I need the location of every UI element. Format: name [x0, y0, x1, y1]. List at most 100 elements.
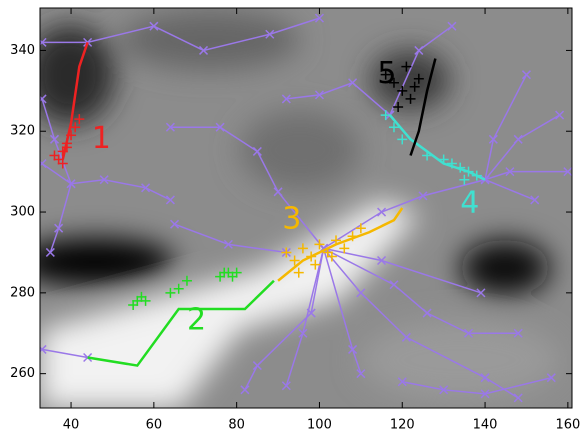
cross-marker — [83, 37, 93, 47]
cross-marker — [40, 94, 47, 104]
annotation: 1 — [92, 121, 111, 156]
cross-marker — [356, 288, 366, 298]
cross-marker — [418, 191, 428, 201]
plus-marker — [140, 295, 151, 306]
plus-marker — [173, 283, 184, 294]
plus-marker — [405, 93, 416, 104]
cross-marker — [348, 344, 358, 354]
cross-marker — [49, 134, 60, 144]
track-line — [286, 81, 391, 116]
plus-marker — [70, 122, 81, 133]
plus-marker — [310, 259, 321, 270]
plus-marker — [455, 162, 466, 173]
cross-marker — [377, 255, 387, 266]
y-tick-label: 260 — [10, 366, 35, 381]
cross-marker — [281, 94, 291, 104]
cross-marker — [377, 207, 387, 217]
plus-marker — [413, 73, 424, 84]
x-tick-label: 40 — [63, 418, 80, 433]
cross-marker — [397, 377, 407, 387]
annotation: 5 — [377, 56, 396, 91]
cross-marker — [439, 385, 449, 395]
cross-marker — [306, 308, 316, 318]
cross-marker — [480, 373, 490, 383]
cross-marker — [40, 37, 47, 47]
cross-marker — [223, 239, 233, 249]
plus-marker — [331, 235, 342, 246]
plus-marker — [181, 275, 192, 286]
x-tick-label: 120 — [390, 418, 415, 433]
plus-marker — [471, 170, 482, 181]
plus-marker — [66, 130, 77, 141]
cross-marker — [463, 328, 474, 338]
y-tick-label: 340 — [10, 43, 35, 58]
plus-marker — [401, 61, 412, 72]
cross-marker — [45, 247, 55, 257]
cross-marker — [476, 288, 486, 298]
cross-marker — [530, 195, 540, 205]
cross-marker — [401, 332, 411, 342]
plus-marker — [281, 247, 292, 258]
annotation: 4 — [460, 185, 479, 220]
plus-marker — [355, 223, 366, 234]
cross-marker — [281, 381, 291, 391]
plus-marker — [61, 142, 72, 153]
cross-marker — [555, 110, 565, 120]
plus-marker — [57, 158, 68, 169]
track-line — [42, 17, 320, 52]
plus-marker — [393, 101, 404, 112]
cross-marker — [314, 13, 324, 23]
plus-marker — [388, 77, 399, 88]
cross-marker — [356, 369, 366, 379]
plus-marker — [339, 243, 350, 254]
plus-marker — [397, 134, 408, 145]
cross-marker — [414, 45, 424, 55]
plus-marker — [463, 166, 474, 177]
cross-marker — [165, 195, 175, 205]
plus-marker — [326, 251, 337, 262]
plus-marker — [388, 122, 399, 133]
cross-marker — [513, 393, 523, 403]
plus-marker — [49, 150, 60, 161]
cross-marker — [505, 167, 515, 177]
plus-marker — [297, 243, 308, 254]
y-tick-label: 320 — [10, 124, 35, 139]
cross-marker — [314, 90, 324, 100]
cross-marker — [54, 223, 64, 233]
x-tick-label: 140 — [473, 418, 498, 433]
cross-marker — [40, 159, 47, 169]
plus-marker — [409, 81, 420, 92]
x-tick-label: 160 — [555, 418, 580, 433]
cross-marker — [422, 308, 432, 318]
cross-marker — [389, 280, 399, 290]
track-line — [402, 376, 552, 395]
plus-marker — [459, 174, 470, 185]
plus-marker — [422, 150, 433, 161]
plus-marker — [231, 267, 242, 278]
cross-marker — [40, 344, 47, 354]
cross-marker — [488, 134, 498, 144]
track-line — [409, 58, 437, 156]
cross-marker — [513, 134, 523, 144]
track-line — [244, 248, 325, 391]
plus-marker — [397, 85, 408, 96]
cross-marker — [141, 183, 151, 193]
cross-marker — [265, 29, 275, 39]
cross-marker — [149, 21, 159, 31]
cross-marker — [252, 146, 262, 156]
cross-marker — [273, 187, 283, 197]
plus-marker — [380, 110, 391, 121]
annotation: 3 — [282, 202, 301, 237]
track-line — [87, 279, 275, 367]
cross-marker — [513, 328, 523, 338]
cross-marker — [521, 70, 531, 80]
cross-marker — [66, 179, 76, 189]
cross-marker — [348, 78, 358, 88]
plus-marker — [438, 154, 449, 165]
plus-marker — [165, 287, 176, 298]
y-tick-label: 280 — [10, 285, 35, 300]
plus-marker — [314, 239, 325, 250]
plus-marker — [380, 69, 391, 80]
plus-marker — [446, 158, 457, 169]
